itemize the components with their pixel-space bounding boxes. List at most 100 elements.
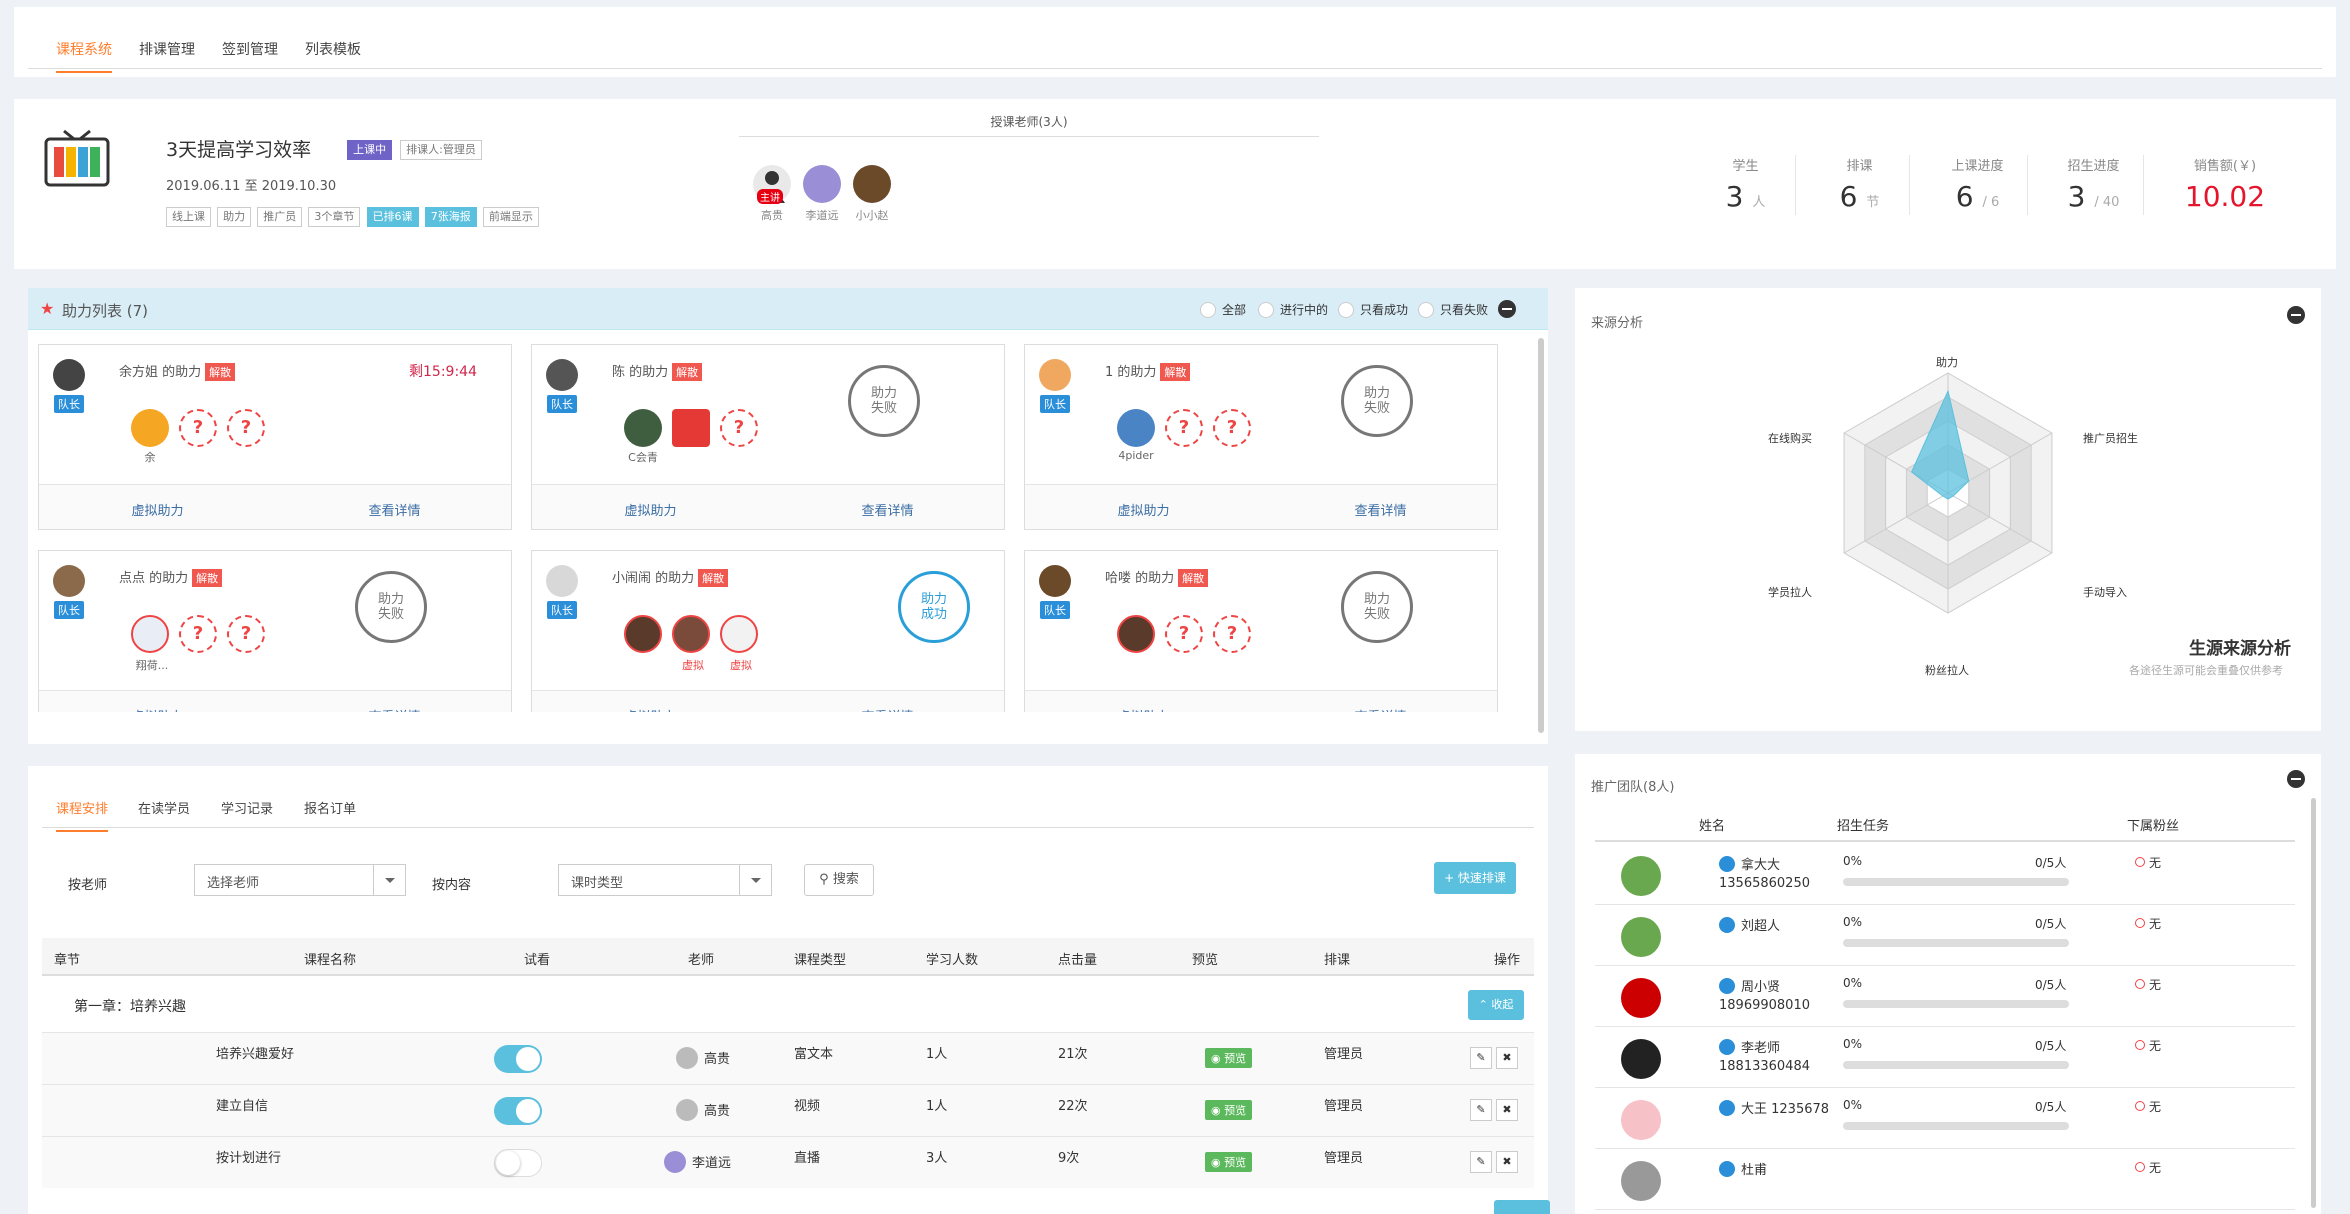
stamp-failed: 助力 失败 [1341, 365, 1413, 437]
lesson-clicks: 9次 [1058, 1151, 1080, 1166]
tab-course-plan[interactable]: 课程安排 [56, 798, 109, 832]
tab-orders[interactable]: 报名订单 [304, 802, 357, 817]
view-details-link[interactable]: 查看详情 [1354, 504, 1407, 519]
stat-students: 学生 3 人 [1696, 155, 1796, 215]
teacher-name: 李道远 [805, 209, 839, 222]
card-footer: 虚拟助力 查看详情 [532, 484, 1004, 529]
search-button[interactable]: ⚲ 搜索 [804, 864, 874, 896]
content-select[interactable]: 课时类型 [558, 864, 772, 896]
empty-slot: ? [1213, 615, 1251, 653]
collapse-icon[interactable] [2287, 306, 2305, 324]
edit-icon[interactable]: ✎ [1470, 1099, 1492, 1121]
scrollbar[interactable] [1538, 338, 1544, 733]
tab-scheduling[interactable]: 排课管理 [139, 42, 195, 58]
member-fans: 无 [2135, 854, 2161, 871]
avatar [803, 165, 841, 203]
quick-schedule-button[interactable]: + 快速排课 [1434, 862, 1516, 894]
teacher-select[interactable]: 选择老师 [194, 864, 406, 896]
task-percent: 0% [1843, 976, 1863, 990]
filter-failed[interactable]: 只看失败 [1418, 301, 1488, 318]
table-header: 章节 课程名称 试看 老师 课程类型 学习人数 点击量 预览 排课 操作 [42, 938, 1534, 976]
preview-button[interactable]: ◉ 预览 [1205, 1048, 1253, 1068]
virtual-assist-link[interactable]: 虚拟助力 [131, 504, 184, 519]
edit-icon[interactable]: ✎ [1470, 1151, 1492, 1173]
edit-icon[interactable]: ✎ [1470, 1047, 1492, 1069]
member-avatar: 翔荷... [131, 615, 169, 672]
task-count: 0/5人 [2035, 917, 2067, 931]
filter-ongoing[interactable]: 进行中的 [1258, 301, 1328, 318]
fans-text: 无 [2149, 917, 2162, 931]
assist-name-text: 点点 的助力 [119, 571, 189, 586]
dissolve-tag[interactable]: 解散 [698, 569, 729, 587]
assist-name: 余方姐 的助力 解散 [119, 361, 236, 381]
member-name: C会青 [628, 451, 658, 464]
tab-study-records[interactable]: 学习记录 [221, 802, 274, 817]
member-avatar: 虚拟 [720, 615, 758, 672]
lesson-name: 培养兴趣爱好 [216, 1047, 295, 1062]
team-row: 杜甫 无 [1595, 1149, 2295, 1210]
dissolve-tag[interactable]: 解散 [192, 569, 223, 587]
trial-toggle[interactable] [494, 1045, 542, 1073]
collapse-icon[interactable] [1498, 300, 1516, 318]
tab-list-template[interactable]: 列表模板 [305, 42, 361, 58]
dissolve-tag[interactable]: 解散 [1160, 363, 1191, 381]
trial-toggle[interactable] [494, 1149, 542, 1177]
avatar [853, 165, 891, 203]
filter-success[interactable]: 只看成功 [1338, 301, 1408, 318]
delete-icon[interactable]: ✖ [1496, 1047, 1518, 1069]
delete-icon[interactable]: ✖ [1496, 1099, 1518, 1121]
teacher-name: 小小赵 [855, 209, 889, 222]
member-fans: 无 [2135, 1159, 2161, 1176]
preview-button[interactable]: ◉ 预览 [1205, 1100, 1253, 1120]
empty-slot: ? [179, 409, 217, 447]
teacher-item[interactable]: 小小赵 [846, 165, 898, 223]
dissolve-tag[interactable]: 解散 [205, 363, 236, 381]
teacher-item[interactable]: 李道远 [796, 165, 848, 223]
task-progress-bar [1843, 1122, 2069, 1130]
member-phone: 13565860250 [1719, 876, 1810, 891]
view-details-link[interactable]: 查看详情 [861, 504, 914, 519]
tag-posters[interactable]: 7张海报 [424, 207, 477, 227]
promotion-team: 推广团队(8人) 姓名 招生任务 下属粉丝 拿大大 13565860250 0% 0/… [1575, 754, 2321, 1214]
leader: 队长 [53, 565, 85, 619]
member-name-text: 李老师 [1741, 1041, 1781, 1056]
tab-course-system[interactable]: 课程系统 [56, 39, 112, 73]
preview-label: 预览 [1224, 1104, 1247, 1117]
teacher-item[interactable]: 主讲 高贵 [746, 165, 798, 223]
next-chapter-button[interactable] [1494, 1200, 1550, 1214]
filter-all[interactable]: 全部 [1200, 301, 1246, 318]
radar-label: 推广员招生 [2083, 432, 2138, 445]
scrollbar[interactable] [2311, 798, 2316, 1208]
team-row: 周小贤 18969908010 0% 0/5人 无 [1595, 966, 2295, 1027]
view-details-link[interactable]: 查看详情 [368, 504, 421, 519]
assist-name: 哈喽 的助力 解散 [1105, 567, 1209, 587]
table-row: 培养兴趣爱好 高贵 富文本 1人 21次 ◉ 预览 管理员 ✎ ✖ [42, 1032, 1534, 1084]
stamp-failed: 助力 失败 [355, 571, 427, 643]
trial-toggle[interactable] [494, 1097, 542, 1125]
dissolve-tag[interactable]: 解散 [1178, 569, 1209, 587]
collapse-button[interactable]: ⌃ 收起 [1468, 990, 1524, 1020]
virtual-assist-link[interactable]: 虚拟助力 [624, 504, 677, 519]
avatar [1039, 565, 1071, 597]
tab-students[interactable]: 在读学员 [138, 802, 191, 817]
tv-icon [44, 129, 110, 187]
tab-checkin[interactable]: 签到管理 [222, 42, 278, 58]
delete-icon[interactable]: ✖ [1496, 1151, 1518, 1173]
stat-value: 6 [1839, 180, 1858, 213]
member-name-text: 杜甫 [1741, 1163, 1768, 1178]
tag-chapters: 3个章节 [308, 207, 361, 227]
radar-label: 助力 [1936, 356, 1958, 369]
preview-button[interactable]: ◉ 预览 [1205, 1152, 1253, 1172]
member-name-text: 刘超人 [1741, 919, 1781, 934]
teacher-name: 高贵 [704, 1052, 731, 1067]
avatar [676, 1099, 698, 1121]
assist-name: 小闹闹 的助力 解散 [612, 567, 729, 587]
dissolve-tag[interactable]: 解散 [672, 363, 703, 381]
collapse-icon[interactable] [2287, 770, 2305, 788]
task-count: 0/5人 [2035, 1100, 2067, 1114]
tag-scheduled[interactable]: 已排6课 [366, 207, 419, 227]
virtual-assist-link[interactable]: 虚拟助力 [1117, 504, 1170, 519]
member-avatar [672, 409, 710, 447]
